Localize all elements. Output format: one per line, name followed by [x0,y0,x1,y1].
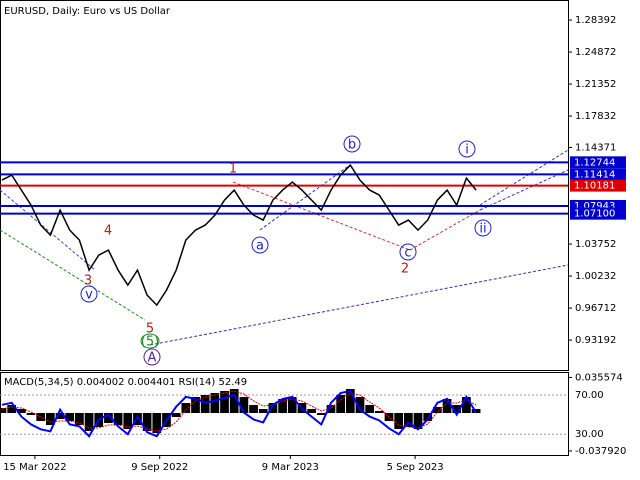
y-tick-label: 1.21352 [575,79,616,90]
macd-bar [171,413,181,417]
wave-label: v [85,288,93,303]
macd-bar [210,393,220,413]
y-tick-label: 1.14371 [575,143,616,154]
macd-bar [433,407,442,413]
level-box [570,207,626,220]
level-label: 1.10181 [574,181,615,192]
macd-bar [75,413,84,425]
macd-bar [374,411,384,413]
wave-lines [0,149,569,346]
macd-bar [7,405,17,413]
macd-bar [404,413,413,427]
level-box [570,156,626,169]
wave-circle [80,285,98,303]
y-tick-label: 1.03752 [575,239,616,250]
level-label: 1.07100 [574,209,615,220]
macd-bar [123,413,133,429]
level-label: 1.07943 [574,201,615,212]
indicator-line [1,389,477,438]
wave-label: (5) [141,335,159,350]
macd-bar [229,389,239,413]
macd-bar [191,397,200,413]
wave-label: 1 [229,162,237,177]
wave-circle [143,348,161,366]
wave-circle [474,219,492,237]
indicator-line [1,390,477,432]
macd-bar [442,399,452,413]
wave-circle [458,140,476,158]
y-tick-label: 0.96712 [575,303,616,314]
macd-bar [152,413,162,433]
wave-label: 5 [146,322,154,337]
wave-label: 3 [84,274,92,289]
macd-bar [462,397,471,413]
x-tick-label: 15 Mar 2022 [3,462,66,473]
y-tick-label: 0.035574 [575,372,623,383]
wave-circle [343,135,361,153]
macd-bar [200,395,210,413]
macd-bar [26,413,36,415]
macd-bar [65,413,75,421]
macd-bar [423,413,433,421]
macd-bar [413,413,423,429]
wave-label: b [348,138,356,153]
macd-bar [287,397,297,413]
macd-bar [104,413,113,423]
macd-bar [220,391,229,413]
macd-bar [345,389,355,413]
wave-label: ii [479,222,486,237]
chart-title: EURUSD, Daily: Euro vs US Dollar [4,6,171,17]
level-label: 1.11414 [574,169,615,180]
wave-circle [399,243,417,261]
macd-bar [142,413,152,431]
wave-label: 2 [401,262,409,277]
macd-bar [278,399,287,413]
y-tick-label: 0.93192 [575,335,616,346]
wave-circle [251,236,269,254]
y-tick-label: 1.17832 [575,111,616,122]
macd-bar [326,405,336,413]
macd-bar [133,413,142,425]
wave-label: i [465,143,469,158]
macd-bar [394,413,404,429]
wave-label: 4 [104,224,112,239]
price-line [1,163,477,307]
sub-title: MACD(5,34,5) 0.004002 0.004401 RSI(14) 5… [4,377,247,388]
macd-bar [336,395,345,413]
macd-bar [46,413,55,425]
macd-bar [258,409,268,413]
sub-frame [0,372,569,456]
macd-bar [239,397,249,413]
y-tick-label: 1.00232 [575,271,616,282]
macd-bar [316,413,326,415]
wave-label: c [404,246,411,261]
macd-bar [365,405,375,413]
macd-bar [84,413,94,431]
wave-label: a [256,239,264,254]
level-box [570,168,626,181]
wave-label: A [148,351,157,366]
x-tick-label: 5 Sep 2023 [387,462,444,473]
y-tick-label: 1.24872 [575,47,616,58]
y2-tick-label: 30.00 [575,429,604,440]
macd-bar [0,408,7,413]
macd-bar [181,403,191,413]
macd-bar [113,413,123,425]
macd-bar [249,405,258,413]
level-box [570,179,626,192]
y2-tick-label: 70.00 [575,390,604,401]
level-label: 1.12744 [574,157,615,168]
macd-bar [268,403,278,413]
x-tick-label: 9 Mar 2023 [262,462,319,473]
wave-circle [140,333,160,349]
macd-bar [452,405,462,413]
macd-bar [16,409,26,413]
macd-bar [307,409,316,413]
y-tick-label: 1.28392 [575,15,616,26]
macd-bar [55,413,65,419]
y-tick-label: -0.037920 [575,446,626,457]
macd-bar [355,397,365,413]
x-tick-label: 9 Sep 2022 [131,462,188,473]
